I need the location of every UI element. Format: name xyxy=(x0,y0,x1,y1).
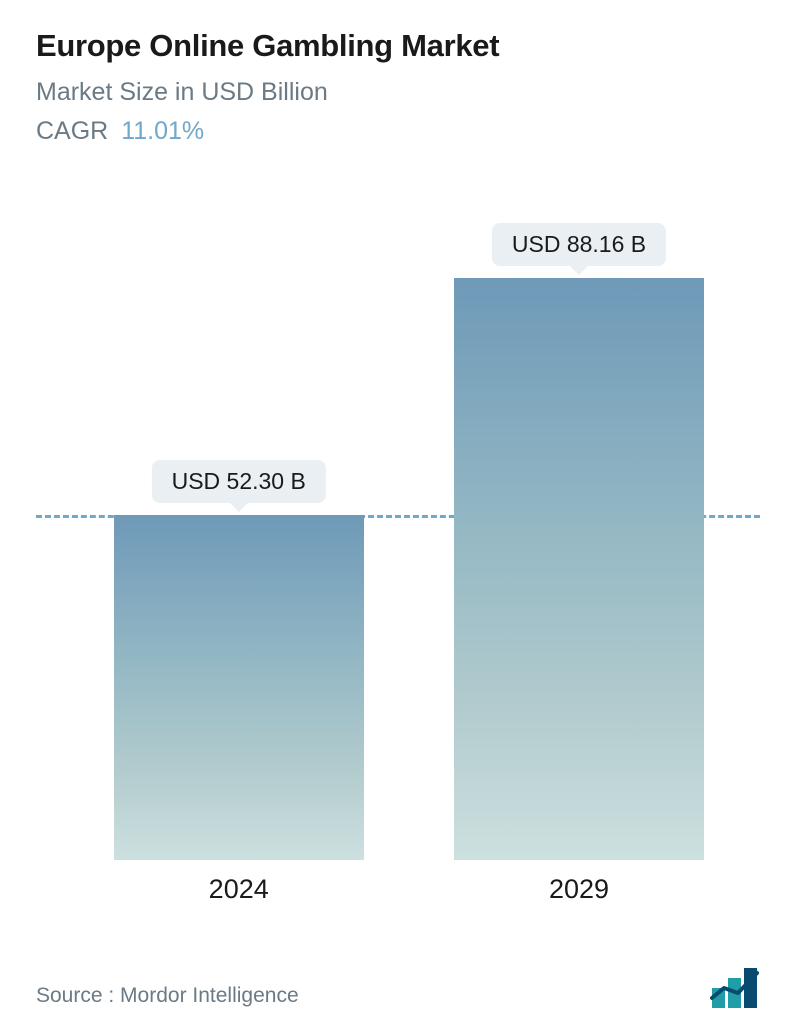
chart-header: Europe Online Gambling Market Market Siz… xyxy=(0,0,796,146)
chart-footer: Source : Mordor Intelligence xyxy=(36,968,768,1008)
value-pill: USD 52.30 B xyxy=(152,460,326,503)
cagr-label: CAGR xyxy=(36,117,108,145)
cagr-value: 11.01% xyxy=(121,117,204,145)
mordor-logo-icon xyxy=(710,968,768,1008)
bar xyxy=(114,515,364,860)
source-text: Source : Mordor Intelligence xyxy=(36,984,299,1008)
chart-plot: USD 52.30 B USD 88.16 B xyxy=(36,200,760,860)
chart-subtitle: Market Size in USD Billion xyxy=(36,78,760,107)
chart-title: Europe Online Gambling Market xyxy=(36,28,760,64)
x-axis-label: 2024 xyxy=(209,874,269,905)
cagr-row: CAGR 11.01% xyxy=(36,117,760,146)
value-pill: USD 88.16 B xyxy=(492,223,666,266)
x-axis-labels: 2024 2029 xyxy=(36,860,760,920)
x-axis-label: 2029 xyxy=(549,874,609,905)
chart-area: USD 52.30 B USD 88.16 B 2024 2029 xyxy=(36,200,760,920)
bar xyxy=(454,278,704,860)
